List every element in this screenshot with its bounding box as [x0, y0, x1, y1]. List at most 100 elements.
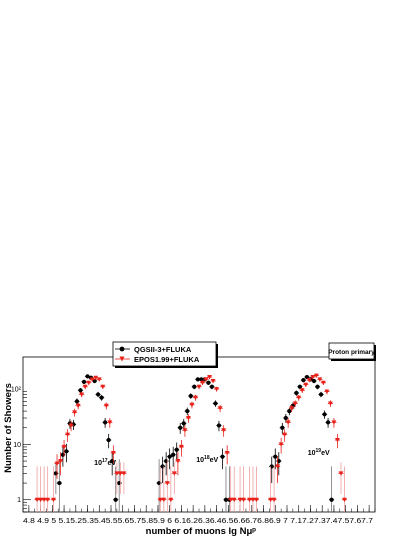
- data-point-epos: [203, 377, 209, 382]
- data-point-epos: [107, 420, 113, 425]
- legend-label-epos: EPOS1.99+FLUKA: [134, 355, 200, 364]
- data-point-epos: [168, 497, 174, 503]
- data-point-qgsjet: [106, 437, 111, 443]
- data-point-qgsjet: [167, 454, 172, 459]
- data-point-epos: [34, 497, 40, 503]
- data-point-epos: [75, 403, 81, 409]
- data-point-qgsjet: [304, 374, 310, 380]
- data-point-qgsjet: [329, 497, 334, 502]
- data-point-epos: [157, 497, 163, 503]
- legend-box: [112, 341, 217, 367]
- data-point-qgsjet: [95, 392, 101, 397]
- data-point-epos: [200, 380, 205, 386]
- data-point-epos: [58, 459, 63, 464]
- data-point-epos: [342, 497, 347, 503]
- data-point-qgsjet: [318, 392, 324, 397]
- data-point-qgsjet: [220, 454, 225, 459]
- data-point-epos: [110, 450, 116, 456]
- data-point-epos: [79, 392, 85, 397]
- data-point-qgsjet: [199, 377, 204, 382]
- data-point-epos: [241, 497, 246, 503]
- legend-box-shadow-bottom: [115, 366, 218, 368]
- data-point-epos: [38, 497, 43, 503]
- data-point-qgsjet: [283, 415, 288, 421]
- data-point-qgsjet: [311, 378, 317, 384]
- energy-label: 1018eV: [196, 455, 218, 464]
- data-point-qgsjet: [322, 412, 327, 417]
- data-point-epos: [338, 471, 344, 476]
- data-point-epos: [237, 497, 243, 503]
- y-axis-title: Number of Showers: [3, 383, 14, 473]
- data-point-qgsjet: [103, 420, 108, 425]
- data-point-epos: [72, 410, 78, 415]
- data-point-epos: [303, 382, 309, 388]
- x-tick-labels: 4.8 4.9 5 5.15.25.35.45.55.65.75.85.9 6 …: [23, 518, 373, 525]
- data-point-qgsjet: [171, 452, 176, 457]
- x-axis-title: number of muons lg Nμᵖ: [146, 526, 257, 537]
- data-point-qgsjet: [188, 393, 193, 399]
- data-point-qgsjet: [287, 408, 292, 414]
- data-point-qgsjet: [64, 449, 69, 454]
- data-point-epos: [247, 497, 252, 503]
- y-tick-label: 10: [13, 442, 21, 449]
- data-point-epos: [114, 471, 120, 476]
- data-point-qgsjet: [174, 447, 179, 452]
- data-point-epos: [296, 395, 302, 401]
- data-point-qgsjet: [185, 408, 190, 414]
- energy-label: 1017eV: [94, 458, 116, 467]
- data-point-qgsjet: [99, 395, 104, 400]
- data-point-qgsjet: [81, 379, 87, 384]
- data-point-qgsjet: [85, 374, 90, 379]
- data-point-qgsjet: [301, 378, 306, 383]
- y-tick-label: 1: [17, 497, 21, 504]
- data-point-epos: [179, 444, 184, 450]
- data-point-epos: [292, 401, 298, 406]
- data-point-epos: [278, 442, 284, 447]
- data-point-epos: [61, 444, 67, 450]
- legend-box-shadow-right: [216, 344, 218, 368]
- data-point-epos: [317, 377, 323, 382]
- legend: QGSII-3+FLUKA EPOS1.99+FLUKA: [112, 341, 218, 368]
- data-point-epos: [196, 384, 202, 390]
- data-point-epos: [86, 380, 92, 386]
- x-axis: [22, 505, 376, 512]
- data-point-epos: [193, 395, 198, 401]
- note-box: Proton primary: [328, 342, 376, 361]
- data-point-epos: [306, 378, 312, 383]
- data-point-qgsjet: [209, 384, 215, 389]
- data-point-epos: [217, 406, 223, 411]
- data-point-epos: [299, 388, 305, 393]
- legend-marker-epos: [119, 356, 125, 362]
- data-point-qgsjet: [195, 377, 200, 382]
- data-point-epos: [210, 378, 216, 384]
- data-point-epos: [96, 377, 102, 382]
- legend-marker-qgsjet: [119, 346, 125, 352]
- data-point-epos: [54, 461, 60, 466]
- data-point-qgsjet: [178, 425, 183, 430]
- note-proton-primary: Proton primary: [328, 349, 375, 356]
- data-point-epos: [285, 420, 291, 425]
- data-point-epos: [182, 428, 188, 433]
- data-point-qgsjet: [280, 425, 285, 430]
- data-point-qgsjet: [113, 497, 118, 502]
- data-point-epos: [310, 375, 316, 380]
- data-point-epos: [51, 497, 56, 503]
- data-point-epos: [82, 384, 88, 390]
- data-point-epos: [100, 384, 106, 390]
- data-point-qgsjet: [273, 454, 278, 459]
- data-point-qgsjet: [315, 384, 320, 389]
- data-point-epos: [228, 497, 234, 503]
- data-point-epos: [45, 497, 51, 503]
- data-point-epos: [65, 432, 70, 438]
- data-point-epos: [328, 401, 333, 406]
- data-point-epos: [207, 375, 212, 380]
- data-point-qgsjet: [216, 423, 222, 428]
- data-point-epos: [250, 497, 256, 503]
- data-point-epos: [289, 406, 295, 411]
- data-point-epos: [175, 459, 181, 464]
- data-point-epos: [271, 497, 277, 503]
- data-point-qgsjet: [74, 399, 80, 404]
- data-point-epos: [121, 471, 127, 476]
- data-point-epos: [186, 416, 191, 421]
